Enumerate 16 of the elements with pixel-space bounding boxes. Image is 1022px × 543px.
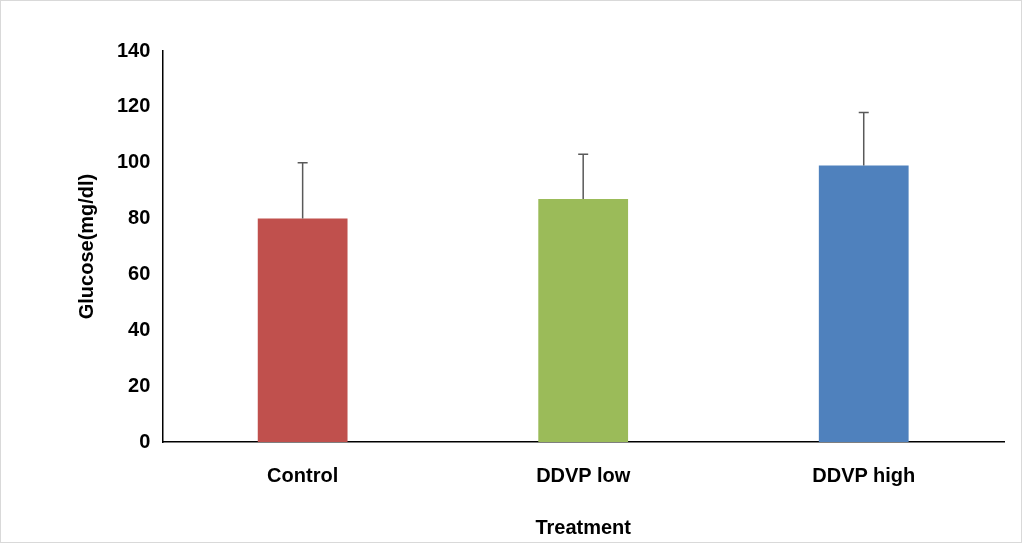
x-axis-title: Treatment — [535, 515, 632, 538]
y-tick-label: 0 — [139, 429, 151, 452]
bar — [818, 165, 909, 442]
x-tick-label: DDVP low — [536, 463, 631, 486]
y-tick-label: 140 — [116, 38, 151, 61]
y-tick-label: 120 — [116, 94, 151, 117]
y-tick-label: 40 — [128, 317, 151, 340]
x-tick-label: Control — [267, 463, 339, 486]
bar — [257, 218, 348, 442]
y-axis-title: Glucose(mg/dl) — [74, 173, 97, 320]
y-tick-label: 80 — [128, 206, 151, 229]
x-tick-label: DDVP high — [812, 463, 916, 486]
y-tick-label: 60 — [128, 261, 151, 284]
y-tick-label: 20 — [128, 373, 151, 396]
y-tick-label: 100 — [116, 150, 151, 173]
bar — [538, 199, 629, 442]
